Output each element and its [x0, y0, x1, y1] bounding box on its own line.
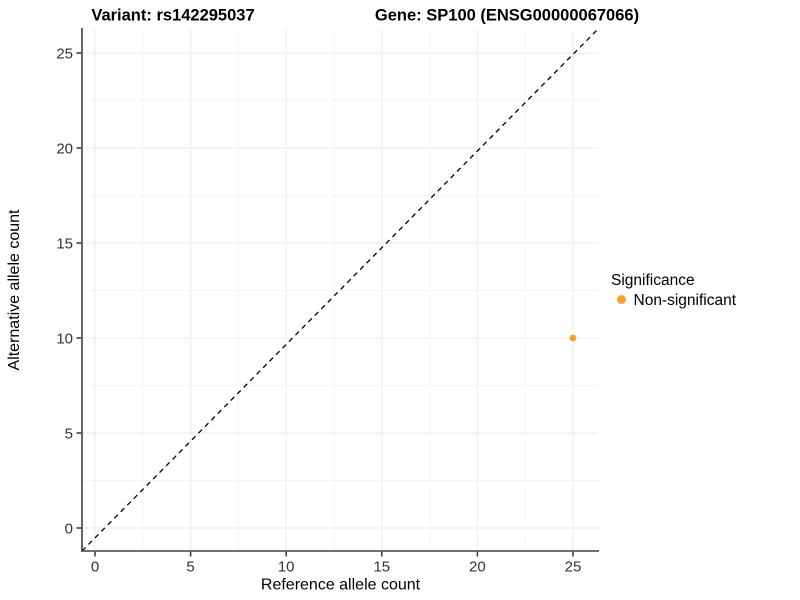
plot-title-variant: Variant: rs142295037	[91, 7, 254, 25]
legend: Significance Non-significant	[611, 272, 737, 309]
x-axis-tick-labels: 0 5 10 15 20 25	[91, 559, 582, 576]
data-point	[569, 334, 577, 342]
plot-title-gene: Gene: SP100 (ENSG00000067066)	[375, 7, 639, 25]
y-axis-title: Alternative allele count	[6, 209, 23, 371]
x-tick-label: 10	[278, 559, 295, 576]
legend-title: Significance	[611, 272, 695, 289]
x-tick-label: 20	[469, 559, 486, 576]
y-axis-ticks	[76, 52, 82, 529]
y-tick-label: 0	[65, 520, 73, 537]
x-tick-label: 25	[565, 559, 582, 576]
x-tick-label: 5	[186, 559, 194, 576]
y-tick-label: 10	[56, 330, 73, 347]
x-tick-label: 0	[91, 559, 99, 576]
gridlines-minor	[82, 29, 599, 551]
plot-panel	[82, 28, 599, 551]
x-tick-label: 15	[373, 559, 390, 576]
axis-lines	[81, 28, 599, 552]
legend-key-dot-icon	[617, 295, 626, 304]
gridlines-major	[82, 29, 599, 551]
y-tick-label: 20	[56, 140, 73, 157]
identity-reference-line	[81, 27, 600, 552]
x-axis-ticks	[94, 551, 574, 557]
x-axis-title: Reference allele count	[261, 577, 421, 594]
y-tick-label: 5	[65, 425, 73, 442]
legend-entry-label: Non-significant	[634, 292, 737, 309]
y-axis-tick-labels: 0 5 10 15 20 25	[56, 45, 73, 537]
y-tick-label: 25	[56, 45, 73, 62]
y-tick-label: 15	[56, 235, 73, 252]
